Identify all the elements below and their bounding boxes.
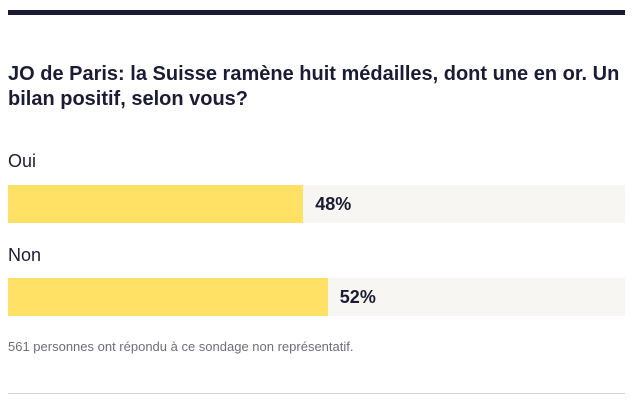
poll-footnote: 561 personnes ont répondu à ce sondage n… bbox=[8, 339, 354, 354]
option-label-oui: Oui bbox=[8, 151, 37, 171]
poll-question: JO de Paris: la Suisse ramène huit médai… bbox=[8, 63, 620, 110]
top-divider bbox=[8, 10, 625, 15]
result-bar-fill-non bbox=[8, 278, 328, 316]
result-percent-oui: 48% bbox=[315, 194, 352, 214]
result-bar-non[interactable]: 52% bbox=[8, 278, 625, 316]
option-label-non: Non bbox=[8, 245, 42, 265]
result-percent-non: 52% bbox=[339, 287, 376, 307]
bottom-divider bbox=[8, 393, 625, 394]
result-bar-oui[interactable]: 48% bbox=[8, 185, 625, 223]
result-bar-fill-oui bbox=[8, 185, 304, 223]
